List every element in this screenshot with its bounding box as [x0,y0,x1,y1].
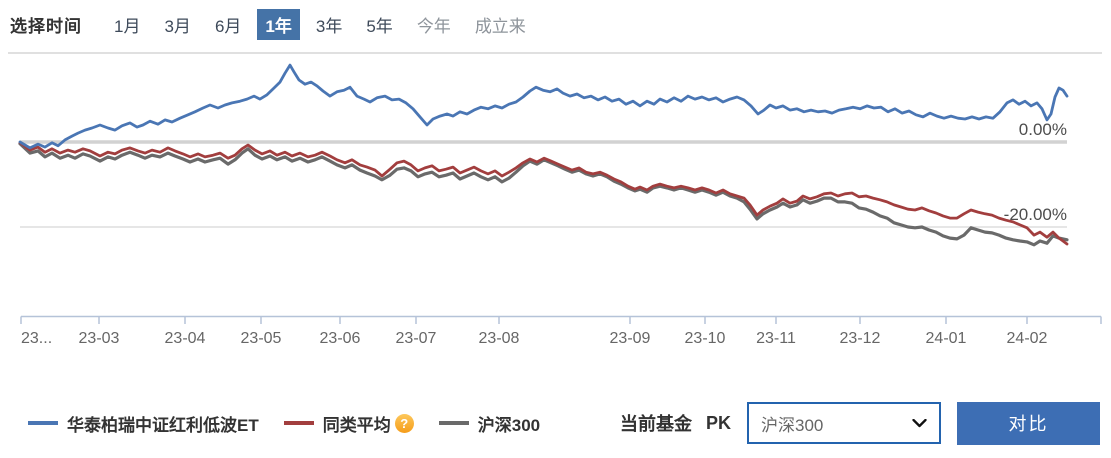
series-line-0 [18,63,1069,150]
chevron-down-icon [912,418,927,427]
compare-select[interactable]: 沪深300 [747,402,941,444]
x-axis-label: 23-04 [165,330,206,347]
tab-3month[interactable]: 3月 [164,16,191,36]
tab-6month[interactable]: 6月 [214,16,242,36]
x-axis-label: 23-09 [610,330,651,347]
x-axis-label: 24-01 [926,330,967,347]
x-axis-label: 23-10 [685,330,726,347]
x-axis-label: 23-11 [756,330,796,347]
legend-item-fund: 华泰柏瑞中证红利低波ET [28,411,259,436]
series-line-2 [18,142,1069,247]
tab-5year[interactable]: 5年 [366,16,393,36]
legend-item-csi300: 沪深300 [438,411,541,436]
x-axis-label: 23-05 [241,330,282,347]
compare-controls: 当前基金 PK 沪深300 对比 [619,401,1100,445]
x-axis-label: 23-08 [479,330,520,347]
x-axis-label: 23-06 [320,330,361,347]
tab-1month[interactable]: 1月 [114,16,141,36]
pk-label: PK [705,412,731,433]
y-axis-label: -20.00% [1004,205,1067,224]
legend-label-category-average: 同类平均 [322,415,391,435]
legend-label-fund: 华泰柏瑞中证红利低波ET [67,415,259,435]
compare-button[interactable]: 对比 [957,401,1100,445]
question-mark-icon[interactable]: ? [394,413,414,433]
series-line-1 [18,141,1069,246]
x-axis-label: 23... [21,330,52,347]
header-divider [8,52,1102,54]
current-fund-label: 当前基金 [619,414,692,434]
legend-label-csi300: 沪深300 [477,415,541,435]
tab-1year[interactable]: 1年 [257,8,300,40]
y-axis-label: 0.00% [1019,120,1067,139]
x-axis-label: 23-12 [840,330,881,347]
legend-swatch-fund [28,421,58,425]
compare-select-value: 沪深300 [761,415,824,435]
time-range-tabs: 选择时间 1月 3月 6月 1年 3年 5年 今年 成立来 [10,8,1111,40]
legend-item-category-average: 同类平均 ? [283,411,414,436]
x-axis-label: 24-02 [1007,330,1048,347]
time-range-title: 选择时间 [10,16,82,36]
tab-ytd[interactable]: 今年 [416,16,451,36]
tab-since-inception[interactable]: 成立来 [474,16,526,36]
legend-swatch-csi300 [438,421,469,425]
legend-swatch-category-average [283,421,314,425]
x-axis-label: 23-03 [79,330,120,347]
chart-footer: 华泰柏瑞中证红利低波ET 同类平均 ? 沪深300 当前基金 PK 沪深300 … [28,399,1100,447]
x-axis-label: 23-07 [396,330,437,347]
tab-3year[interactable]: 3年 [315,16,343,36]
